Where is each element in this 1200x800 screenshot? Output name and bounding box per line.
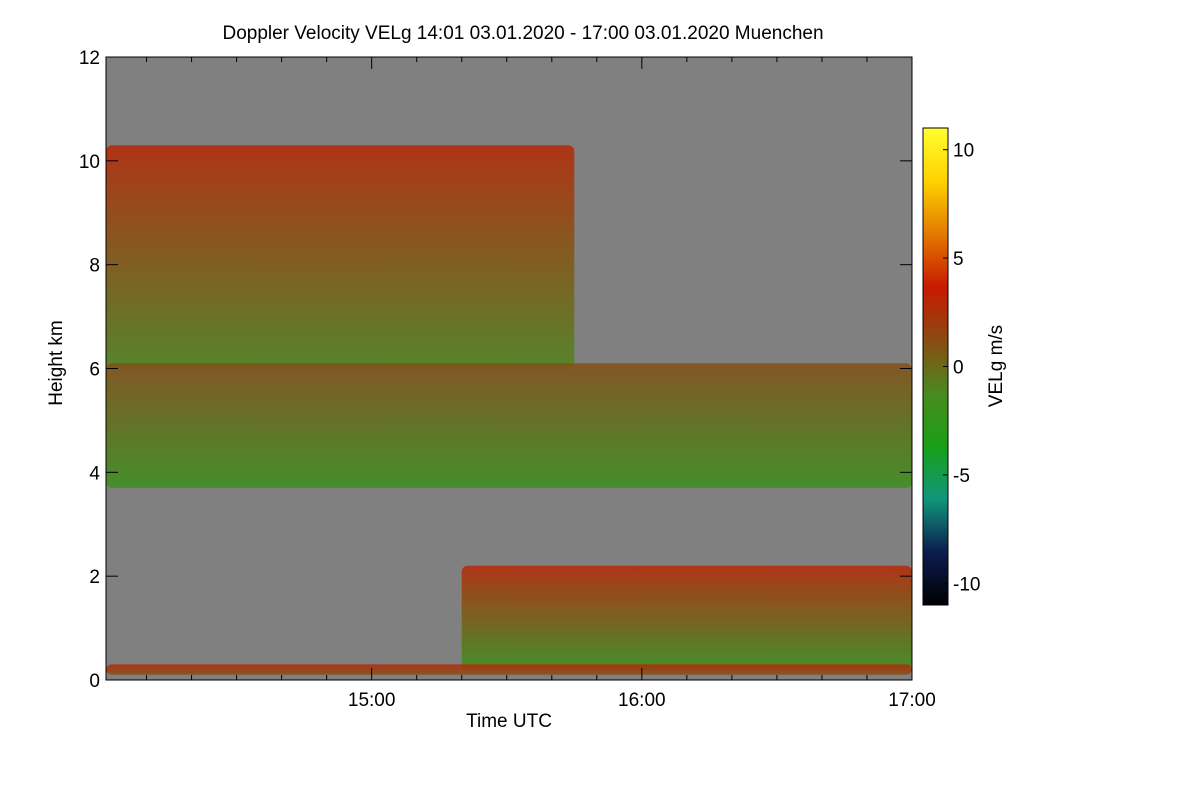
echo-low-cloud <box>461 565 912 670</box>
colorbar-ticks: 10 5 0 -5 -10 <box>943 141 980 595</box>
colorbar-tick-label: -10 <box>953 574 980 595</box>
y-tick-label: 10 <box>79 152 100 173</box>
colorbar-label: VELg m/s <box>986 325 1007 407</box>
y-tick-label: 4 <box>89 463 100 484</box>
y-tick-label: 2 <box>89 567 100 588</box>
y-axis-label: Height km <box>46 320 67 406</box>
echo-mid-level-cloud <box>106 363 912 488</box>
x-tick-label: 16:00 <box>618 690 666 711</box>
echo-cirrus-layer <box>106 145 575 369</box>
echo-regions <box>106 145 912 675</box>
chart-title: Doppler Velocity VELg 14:01 03.01.2020 -… <box>222 23 823 44</box>
colorbar-tick-label: 5 <box>953 249 964 270</box>
y-tick-label: 0 <box>89 671 100 692</box>
echo-ground-clutter <box>106 664 912 675</box>
x-tick-label: 17:00 <box>888 690 936 711</box>
x-axis-label: Time UTC <box>466 711 552 732</box>
y-tick-label: 8 <box>89 256 100 277</box>
colorbar-tick-label: 10 <box>953 141 974 162</box>
colorbar-tick-label: 0 <box>953 358 964 379</box>
x-axis: 15:00 16:00 17:00 <box>146 57 936 711</box>
y-axis: 0 2 4 6 8 10 12 <box>79 48 912 692</box>
y-tick-label: 12 <box>79 48 100 69</box>
colorbar-tick-label: -5 <box>953 466 970 487</box>
y-tick-label: 6 <box>89 360 100 381</box>
x-tick-label: 15:00 <box>348 690 396 711</box>
